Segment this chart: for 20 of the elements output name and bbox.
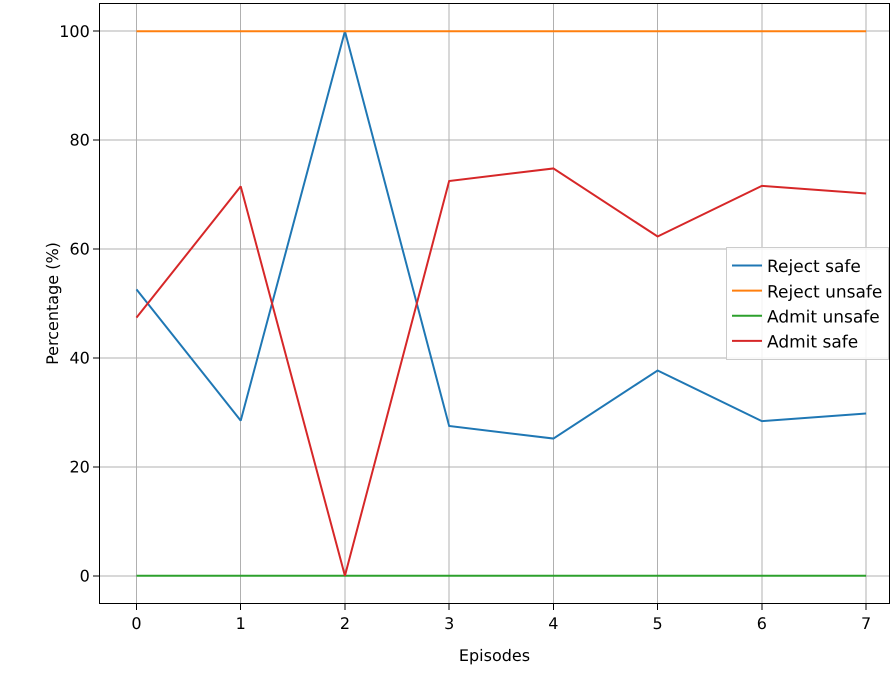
legend-label: Admit safe xyxy=(767,332,858,352)
x-tick-label: 6 xyxy=(756,614,767,634)
x-tick-label: 0 xyxy=(131,614,142,634)
y-tick-label: 0 xyxy=(80,566,90,586)
y-tick-label: 20 xyxy=(69,457,90,476)
legend-label: Reject safe xyxy=(767,257,861,278)
x-tick-label: 4 xyxy=(548,614,558,634)
x-tick-label: 3 xyxy=(444,614,454,634)
x-tick-label: 7 xyxy=(860,614,872,634)
x-axis-title: Episodes xyxy=(458,646,530,665)
legend-label: Reject unsafe xyxy=(767,282,882,302)
x-tick-label: 1 xyxy=(236,614,246,634)
y-tick-label: 60 xyxy=(69,240,90,259)
y-tick-label: 40 xyxy=(69,348,90,368)
x-tick-label: 2 xyxy=(340,614,350,634)
x-tick-label: 5 xyxy=(652,614,663,634)
legend-label: Admit unsafe xyxy=(767,307,880,328)
y-tick-label: 100 xyxy=(59,22,90,41)
y-tick-label: 80 xyxy=(69,130,90,150)
y-axis-title: Percentage (%) xyxy=(43,242,62,365)
